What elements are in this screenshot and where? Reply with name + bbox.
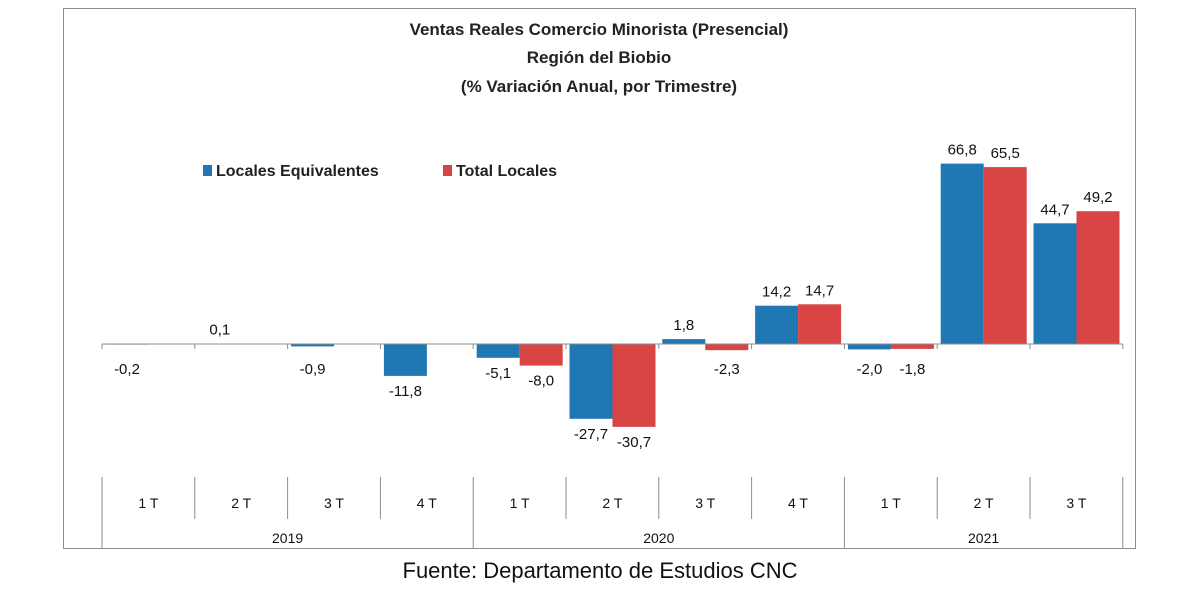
legend-label-locales-equivalentes: Locales Equivalentes xyxy=(216,163,379,180)
year-label-2020: 2020 xyxy=(643,530,674,546)
data-label-total-locales-8: -1,8 xyxy=(899,361,925,378)
bar-total-locales-4 xyxy=(519,344,563,366)
bar-chart: Ventas Reales Comercio Minorista (Presen… xyxy=(101,20,1124,548)
category-label-4: 1 T xyxy=(510,495,530,511)
bar-locales-equivalentes-4 xyxy=(476,344,520,358)
category-label-9: 2 T xyxy=(974,495,994,511)
data-label-locales-equivalentes-6: 1,8 xyxy=(673,317,694,334)
data-label-locales-equivalentes-2: -0,9 xyxy=(300,361,326,378)
category-label-6: 3 T xyxy=(695,495,715,511)
bar-locales-equivalentes-2 xyxy=(291,344,335,347)
category-label-0: 1 T xyxy=(138,495,158,511)
data-label-locales-equivalentes-7: 14,2 xyxy=(762,284,791,301)
data-label-locales-equivalentes-4: -5,1 xyxy=(485,365,511,382)
bar-locales-equivalentes-6 xyxy=(662,339,706,344)
bar-total-locales-5 xyxy=(612,344,656,427)
data-label-total-locales-4: -8,0 xyxy=(528,373,554,390)
legend-swatch-locales-equivalentes xyxy=(203,165,212,176)
category-label-8: 1 T xyxy=(881,495,901,511)
bar-total-locales-6 xyxy=(705,344,749,351)
data-label-locales-equivalentes-10: 44,7 xyxy=(1040,201,1069,218)
chart-frame: Ventas Reales Comercio Minorista (Presen… xyxy=(63,8,1136,549)
bar-total-locales-8 xyxy=(890,344,934,349)
data-label-locales-equivalentes-8: -2,0 xyxy=(856,361,882,378)
chart-legend: Locales Equivalentes Total Locales xyxy=(203,163,557,180)
category-label-5: 2 T xyxy=(602,495,622,511)
bar-total-locales-10 xyxy=(1076,211,1120,344)
legend-swatch-total-locales xyxy=(443,165,452,176)
category-label-7: 4 T xyxy=(788,495,808,511)
source-note: Fuente: Departamento de Estudios CNC xyxy=(402,558,798,583)
year-label-2019: 2019 xyxy=(272,530,303,546)
data-label-locales-equivalentes-9: 66,8 xyxy=(948,142,977,159)
data-label-locales-equivalentes-5: -27,7 xyxy=(574,426,608,443)
data-label-locales-equivalentes-1: 0,1 xyxy=(209,322,230,339)
category-label-3: 4 T xyxy=(417,495,437,511)
data-label-locales-equivalentes-0: -0,2 xyxy=(114,361,140,378)
chart-title-line-1: Ventas Reales Comercio Minorista (Presen… xyxy=(410,20,789,39)
bar-locales-equivalentes-10 xyxy=(1033,223,1077,344)
chart-title-line-3: (% Variación Anual, por Trimestre) xyxy=(461,77,737,96)
category-label-1: 2 T xyxy=(231,495,251,511)
category-label-10: 3 T xyxy=(1066,495,1086,511)
data-label-locales-equivalentes-3: -11,8 xyxy=(389,383,422,400)
bar-locales-equivalentes-7 xyxy=(755,305,799,344)
year-label-2021: 2021 xyxy=(968,530,999,546)
data-label-total-locales-6: -2,3 xyxy=(714,361,740,378)
bar-locales-equivalentes-3 xyxy=(383,344,427,376)
legend-label-total-locales: Total Locales xyxy=(456,163,557,180)
bar-total-locales-9 xyxy=(983,167,1027,344)
chart-title-line-2: Región del Biobio xyxy=(527,48,672,67)
chart-title: Ventas Reales Comercio Minorista (Presen… xyxy=(410,20,789,96)
data-label-total-locales-9: 65,5 xyxy=(991,145,1020,162)
bar-locales-equivalentes-8 xyxy=(847,344,891,350)
bar-locales-equivalentes-9 xyxy=(940,163,984,344)
category-label-2: 3 T xyxy=(324,495,344,511)
bar-total-locales-7 xyxy=(798,304,842,344)
bar-locales-equivalentes-5 xyxy=(569,344,613,419)
data-label-total-locales-7: 14,7 xyxy=(805,282,834,299)
data-label-total-locales-10: 49,2 xyxy=(1083,189,1112,206)
data-label-total-locales-5: -30,7 xyxy=(617,434,651,451)
